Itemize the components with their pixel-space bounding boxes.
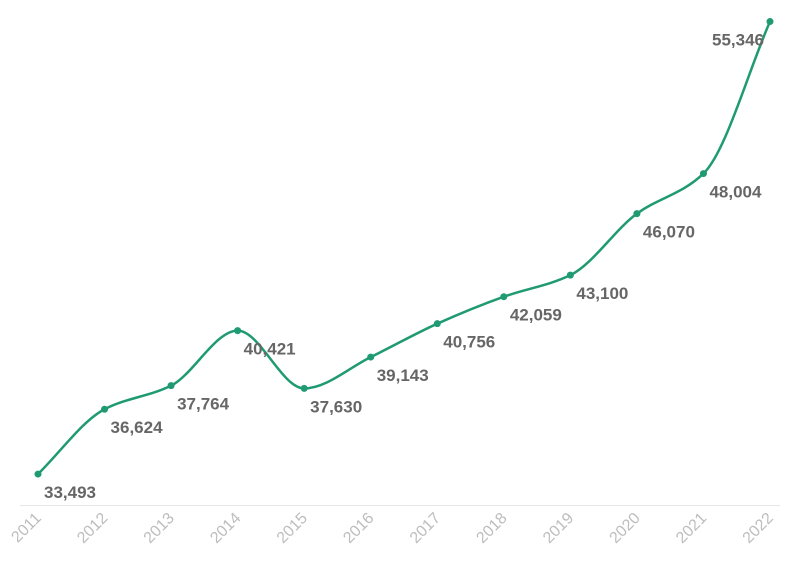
data-label-2015: 37,630 — [310, 397, 362, 416]
x-tick-2020: 2020 — [607, 510, 644, 547]
data-label-2014: 40,421 — [244, 340, 296, 359]
x-tick-2015: 2015 — [274, 510, 311, 547]
data-point-2017 — [433, 320, 441, 328]
x-tick-2021: 2021 — [673, 510, 710, 547]
x-tick-2012: 2012 — [74, 510, 111, 547]
data-point-2019 — [566, 271, 574, 279]
data-label-2016: 39,143 — [377, 366, 429, 385]
data-point-2012 — [101, 405, 109, 413]
data-point-2014 — [234, 327, 242, 335]
data-point-2018 — [500, 293, 508, 301]
data-label-2022: 55,346 — [712, 31, 764, 50]
data-labels: 33,493 36,624 37,764 40,421 37,630 39,143 40,7… — [44, 31, 764, 503]
data-label-2019: 43,100 — [576, 284, 628, 303]
x-tick-2014: 2014 — [207, 510, 244, 547]
data-point-2015 — [300, 384, 308, 392]
x-tick-2016: 2016 — [340, 510, 377, 547]
x-tick-2019: 2019 — [540, 510, 577, 547]
data-points — [34, 18, 774, 478]
data-point-2011 — [34, 470, 42, 478]
data-point-2021 — [699, 170, 707, 178]
x-tick-2018: 2018 — [473, 510, 510, 547]
x-tick-2013: 2013 — [141, 510, 178, 547]
x-tick-2017: 2017 — [407, 510, 444, 547]
data-point-2022 — [766, 18, 774, 26]
x-tick-2011: 2011 — [8, 510, 44, 546]
data-point-2016 — [367, 353, 375, 361]
data-label-2012: 36,624 — [111, 418, 164, 437]
x-tick-labels: 2011 2012 2013 2014 2015 2016 2017 2018 2019 2020… — [8, 510, 776, 547]
data-label-2011: 33,493 — [44, 483, 96, 502]
data-label-2017: 40,756 — [443, 333, 495, 352]
data-label-2013: 37,764 — [177, 395, 230, 414]
data-point-2013 — [167, 382, 175, 390]
data-point-2020 — [633, 210, 641, 218]
data-label-2020: 46,070 — [643, 223, 695, 242]
data-label-2018: 42,059 — [510, 306, 562, 325]
x-tick-2022: 2022 — [740, 510, 777, 547]
data-label-2021: 48,004 — [709, 183, 762, 202]
series-line — [37, 21, 772, 475]
